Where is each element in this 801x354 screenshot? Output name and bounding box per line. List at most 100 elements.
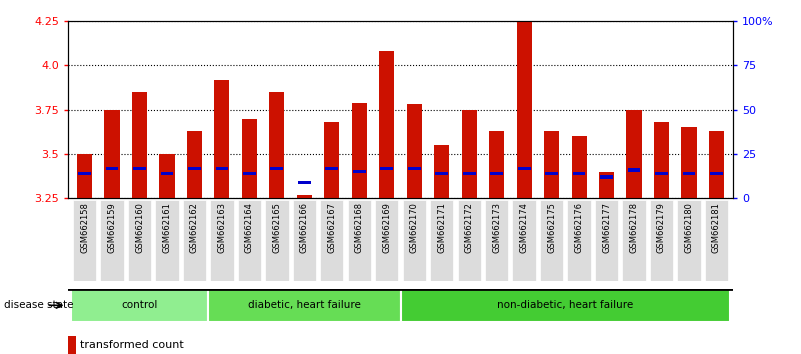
Bar xyxy=(215,167,228,170)
Text: GSM662176: GSM662176 xyxy=(574,202,584,253)
Bar xyxy=(106,167,119,170)
Bar xyxy=(463,172,476,175)
Bar xyxy=(352,103,367,198)
Bar xyxy=(269,92,284,198)
Text: GSM662169: GSM662169 xyxy=(382,202,391,253)
Text: transformed count: transformed count xyxy=(80,340,183,350)
Bar xyxy=(490,172,503,175)
Bar xyxy=(380,167,393,170)
Bar xyxy=(188,167,201,170)
Bar xyxy=(70,289,208,322)
Text: GSM662174: GSM662174 xyxy=(520,202,529,253)
Bar xyxy=(375,200,398,281)
Bar xyxy=(489,131,504,198)
Bar xyxy=(243,172,256,175)
Bar xyxy=(353,170,366,173)
Bar xyxy=(573,172,586,175)
Bar xyxy=(68,336,76,354)
Bar xyxy=(78,172,91,175)
Bar xyxy=(430,200,453,281)
Text: GSM662172: GSM662172 xyxy=(465,202,473,253)
Text: GSM662181: GSM662181 xyxy=(712,202,721,253)
Bar xyxy=(403,200,426,281)
Bar xyxy=(628,168,641,171)
Bar xyxy=(183,200,206,281)
Bar xyxy=(159,154,175,198)
Bar xyxy=(650,200,673,281)
Bar xyxy=(100,200,123,281)
Bar xyxy=(517,167,530,170)
Bar xyxy=(485,200,509,281)
Bar xyxy=(265,200,288,281)
Text: GSM662177: GSM662177 xyxy=(602,202,611,253)
Text: GSM662160: GSM662160 xyxy=(135,202,144,253)
Text: GSM662161: GSM662161 xyxy=(163,202,171,253)
Bar xyxy=(407,104,422,198)
Bar xyxy=(654,122,669,198)
Bar xyxy=(682,127,697,198)
Bar xyxy=(595,200,618,281)
Bar xyxy=(324,122,340,198)
Bar xyxy=(435,172,448,175)
Bar xyxy=(238,200,261,281)
Bar xyxy=(705,200,728,281)
Bar xyxy=(208,289,400,322)
Bar xyxy=(271,167,284,170)
Bar xyxy=(297,195,312,198)
Bar xyxy=(320,200,344,281)
Bar xyxy=(128,200,151,281)
Bar xyxy=(132,92,147,198)
Bar xyxy=(348,200,371,281)
Bar xyxy=(457,200,481,281)
Text: GSM662173: GSM662173 xyxy=(492,202,501,253)
Bar xyxy=(709,131,724,198)
Bar xyxy=(187,131,202,198)
Bar xyxy=(379,51,394,198)
Text: GSM662159: GSM662159 xyxy=(107,202,116,253)
Bar xyxy=(77,154,92,198)
Bar xyxy=(298,181,311,184)
Bar xyxy=(215,80,229,198)
Bar xyxy=(540,200,563,281)
Text: disease state: disease state xyxy=(4,300,74,310)
Bar xyxy=(678,200,701,281)
Bar xyxy=(461,110,477,198)
Bar xyxy=(160,172,173,175)
Bar xyxy=(434,145,449,198)
Text: GSM662166: GSM662166 xyxy=(300,202,309,253)
Text: GSM662162: GSM662162 xyxy=(190,202,199,253)
Text: GSM662167: GSM662167 xyxy=(328,202,336,253)
Bar xyxy=(408,167,421,170)
Bar xyxy=(545,172,558,175)
Text: GSM662178: GSM662178 xyxy=(630,202,638,253)
Text: GSM662168: GSM662168 xyxy=(355,202,364,253)
Text: GSM662170: GSM662170 xyxy=(410,202,419,253)
Bar xyxy=(517,21,532,198)
Text: GSM662164: GSM662164 xyxy=(245,202,254,253)
Bar xyxy=(655,172,668,175)
Bar xyxy=(600,176,613,178)
Text: GSM662180: GSM662180 xyxy=(685,202,694,253)
Text: GSM662171: GSM662171 xyxy=(437,202,446,253)
Bar xyxy=(325,167,338,170)
Bar xyxy=(710,172,723,175)
Text: GSM662179: GSM662179 xyxy=(657,202,666,253)
Bar xyxy=(104,110,119,198)
Bar xyxy=(133,167,146,170)
Bar xyxy=(210,200,234,281)
Text: control: control xyxy=(121,300,158,310)
Bar xyxy=(400,289,731,322)
Bar xyxy=(155,200,179,281)
Bar xyxy=(682,172,695,175)
Text: GSM662158: GSM662158 xyxy=(80,202,89,253)
Bar xyxy=(626,110,642,198)
Text: non-diabetic, heart failure: non-diabetic, heart failure xyxy=(497,300,634,310)
Text: diabetic, heart failure: diabetic, heart failure xyxy=(248,300,360,310)
Bar xyxy=(242,119,257,198)
Bar xyxy=(513,200,536,281)
Bar xyxy=(544,131,559,198)
Text: GSM662165: GSM662165 xyxy=(272,202,281,253)
Bar xyxy=(73,200,96,281)
Bar xyxy=(292,200,316,281)
Bar xyxy=(622,200,646,281)
